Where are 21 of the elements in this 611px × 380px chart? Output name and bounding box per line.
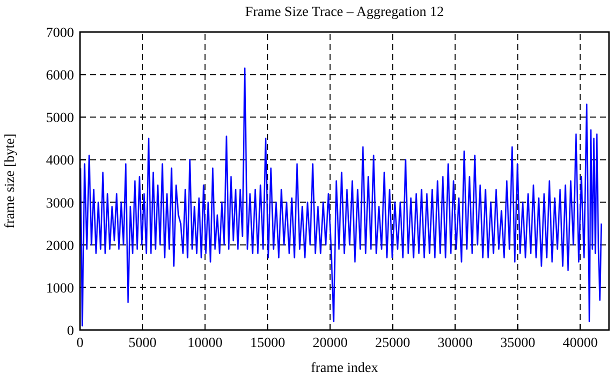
chart-title: Frame Size Trace – Aggregation 12 (245, 5, 444, 20)
x-tick-label: 10000 (188, 336, 223, 351)
y-tick-label: 5000 (46, 111, 74, 126)
x-axis-title: frame index (310, 361, 378, 376)
y-tick-label: 6000 (46, 68, 74, 84)
x-tick-label: 15000 (250, 336, 286, 351)
y-tick-label: 4000 (46, 154, 74, 169)
line-series (80, 67, 602, 326)
x-tick-label: 0 (76, 336, 84, 351)
y-axis-title: frame size [byte] (3, 134, 18, 228)
x-tick-label: 25000 (375, 336, 410, 351)
y-tick-label: 0 (67, 324, 74, 339)
y-tick-label: 3000 (46, 196, 74, 212)
x-tick-label: 5000 (128, 336, 157, 351)
x-tick-label: 35000 (500, 336, 536, 351)
y-tick-label: 7000 (46, 26, 74, 41)
y-tick-label: 2000 (46, 238, 74, 254)
x-tick-label: 40000 (562, 336, 598, 351)
x-tick-label: 30000 (438, 336, 473, 351)
x-tick-label: 20000 (312, 336, 348, 351)
y-tick-label: 1000 (46, 281, 74, 296)
